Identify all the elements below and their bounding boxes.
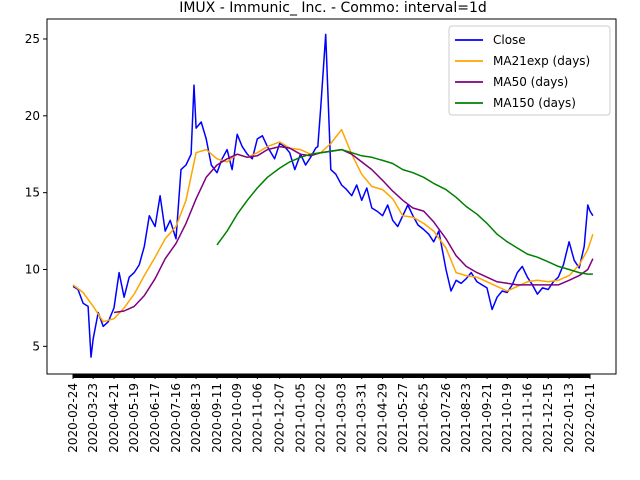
series-line-0	[72, 33, 594, 358]
x-tick-label: 2021-02-02	[314, 383, 328, 453]
legend-label-3: MA150 (days)	[493, 96, 576, 110]
legend-box	[448, 25, 611, 116]
x-tick-label: 2020-08-13	[189, 383, 203, 453]
series-line-1	[72, 128, 594, 323]
x-tick-label: 2020-04-21	[107, 383, 121, 453]
x-minor-tick-marks	[72, 374, 591, 378]
x-tick-label: 2020-09-11	[210, 383, 224, 453]
x-tick-label: 2020-07-16	[169, 383, 183, 453]
x-tick-label: 2021-07-26	[439, 383, 453, 453]
x-tick-label: 2020-06-17	[148, 383, 162, 453]
series-line-3	[216, 148, 593, 275]
x-tick-label: 2021-09-21	[480, 383, 494, 453]
x-tick-label: 2021-01-05	[294, 383, 308, 453]
x-tick-label: 2021-08-23	[459, 383, 473, 453]
series-layer	[72, 33, 594, 358]
x-tick-label: 2022-02-11	[583, 383, 597, 453]
x-tick-label: 2022-01-13	[562, 383, 576, 453]
x-tick-label: 2021-03-03	[335, 383, 349, 453]
x-tick-label: 2020-05-19	[127, 383, 141, 453]
x-tick-label: 2020-02-24	[66, 383, 80, 453]
x-tick-label: 2021-03-31	[355, 383, 369, 453]
y-tick-label: 10	[25, 262, 40, 276]
chart-title: IMUX - Immunic_ Inc. - Commo: interval=1…	[179, 0, 487, 16]
y-tick-label: 20	[25, 109, 40, 123]
x-tick-label: 2020-10-09	[230, 383, 244, 453]
y-tick-label: 15	[25, 186, 40, 200]
series-line-2	[113, 145, 594, 314]
plot-frame	[46, 18, 617, 375]
x-tick-label: 2021-06-25	[417, 383, 431, 453]
x-tick-label: 2021-11-16	[520, 383, 534, 453]
x-tick-label: 2021-05-27	[396, 383, 410, 453]
legend-label-1: MA21exp (days)	[493, 54, 590, 68]
legend-label-2: MA50 (days)	[493, 75, 568, 89]
legend-label-0: Close	[493, 33, 526, 47]
y-tick-label: 25	[25, 32, 40, 46]
legend: Close MA21exp (days) MA50 (days) MA150 (day…	[448, 25, 611, 116]
x-tick-label: 2021-12-15	[541, 383, 555, 453]
x-tick-label: 2020-03-23	[86, 383, 100, 453]
x-tick-label: 2021-10-19	[500, 383, 514, 453]
x-tick-label: 2020-11-06	[250, 383, 264, 453]
x-tick-label: 2021-04-29	[376, 383, 390, 453]
axes-layer: 5 10 15 20 25 2020-02-24 2020-03-23 2020-04-21 2…	[25, 32, 597, 453]
x-tick-label: 2020-12-07	[273, 383, 287, 453]
y-tick-label: 5	[32, 339, 40, 353]
